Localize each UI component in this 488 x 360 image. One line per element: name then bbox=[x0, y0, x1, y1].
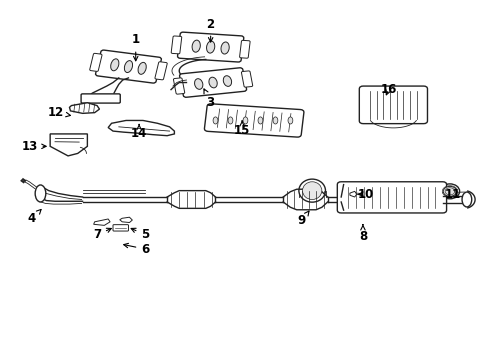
Polygon shape bbox=[69, 103, 99, 113]
Polygon shape bbox=[50, 134, 87, 156]
Ellipse shape bbox=[442, 186, 456, 196]
Ellipse shape bbox=[287, 117, 292, 124]
Ellipse shape bbox=[110, 59, 119, 71]
Text: 7: 7 bbox=[93, 228, 111, 242]
Ellipse shape bbox=[194, 79, 203, 89]
Polygon shape bbox=[120, 217, 132, 222]
Ellipse shape bbox=[298, 179, 325, 202]
Polygon shape bbox=[349, 192, 356, 197]
Ellipse shape bbox=[461, 192, 471, 207]
Ellipse shape bbox=[35, 185, 46, 202]
Text: 11: 11 bbox=[443, 188, 460, 201]
Text: 2: 2 bbox=[206, 18, 214, 42]
Ellipse shape bbox=[227, 117, 232, 124]
Text: 12: 12 bbox=[48, 106, 70, 119]
FancyBboxPatch shape bbox=[204, 104, 303, 137]
FancyBboxPatch shape bbox=[171, 36, 182, 54]
Ellipse shape bbox=[221, 42, 229, 54]
Ellipse shape bbox=[223, 76, 231, 86]
FancyBboxPatch shape bbox=[113, 225, 128, 231]
Text: 4: 4 bbox=[28, 210, 41, 225]
FancyBboxPatch shape bbox=[337, 182, 446, 213]
Text: 13: 13 bbox=[21, 140, 46, 153]
Ellipse shape bbox=[192, 40, 200, 52]
Ellipse shape bbox=[439, 184, 459, 199]
Text: 14: 14 bbox=[131, 125, 147, 140]
Ellipse shape bbox=[243, 117, 247, 124]
FancyBboxPatch shape bbox=[359, 86, 427, 123]
Ellipse shape bbox=[258, 117, 263, 124]
Ellipse shape bbox=[208, 77, 217, 88]
Ellipse shape bbox=[206, 41, 214, 53]
Ellipse shape bbox=[213, 117, 218, 124]
Text: 16: 16 bbox=[380, 83, 396, 96]
Text: 6: 6 bbox=[123, 243, 149, 256]
Text: 8: 8 bbox=[358, 225, 366, 243]
Polygon shape bbox=[94, 219, 110, 225]
FancyBboxPatch shape bbox=[155, 62, 167, 80]
FancyBboxPatch shape bbox=[173, 78, 184, 94]
Text: 5: 5 bbox=[131, 228, 149, 242]
Text: 3: 3 bbox=[203, 89, 214, 108]
Ellipse shape bbox=[302, 182, 321, 199]
FancyBboxPatch shape bbox=[241, 71, 252, 87]
Text: 1: 1 bbox=[131, 33, 140, 61]
Ellipse shape bbox=[124, 60, 132, 73]
FancyBboxPatch shape bbox=[81, 94, 120, 103]
Polygon shape bbox=[108, 121, 174, 136]
FancyBboxPatch shape bbox=[89, 53, 102, 71]
Ellipse shape bbox=[138, 62, 146, 74]
Text: 15: 15 bbox=[233, 121, 250, 137]
FancyBboxPatch shape bbox=[239, 40, 249, 58]
FancyBboxPatch shape bbox=[95, 50, 161, 83]
Text: 9: 9 bbox=[297, 211, 308, 227]
FancyBboxPatch shape bbox=[179, 68, 246, 97]
Ellipse shape bbox=[272, 117, 277, 124]
Text: 10: 10 bbox=[357, 188, 373, 201]
FancyBboxPatch shape bbox=[177, 32, 244, 62]
